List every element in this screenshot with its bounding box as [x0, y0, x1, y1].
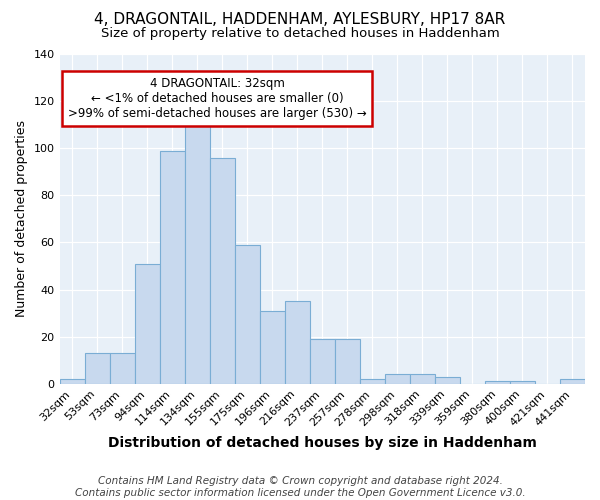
Text: Contains HM Land Registry data © Crown copyright and database right 2024.
Contai: Contains HM Land Registry data © Crown c… [74, 476, 526, 498]
Text: Size of property relative to detached houses in Haddenham: Size of property relative to detached ho… [101, 28, 499, 40]
Text: 4, DRAGONTAIL, HADDENHAM, AYLESBURY, HP17 8AR: 4, DRAGONTAIL, HADDENHAM, AYLESBURY, HP1… [94, 12, 506, 28]
Bar [435, 377, 460, 384]
Bar [110, 353, 134, 384]
Bar [160, 150, 185, 384]
Bar [209, 158, 235, 384]
Bar [485, 382, 510, 384]
Y-axis label: Number of detached properties: Number of detached properties [15, 120, 28, 318]
Bar [235, 245, 260, 384]
Bar [185, 108, 209, 384]
Bar [510, 382, 535, 384]
Bar [385, 374, 410, 384]
Bar [285, 302, 310, 384]
Bar [560, 379, 585, 384]
Bar [360, 379, 385, 384]
Bar [335, 339, 360, 384]
Bar [260, 311, 285, 384]
X-axis label: Distribution of detached houses by size in Haddenham: Distribution of detached houses by size … [108, 436, 537, 450]
Bar [410, 374, 435, 384]
Bar [310, 339, 335, 384]
Bar [134, 264, 160, 384]
Bar [59, 379, 85, 384]
Bar [85, 353, 110, 384]
Text: 4 DRAGONTAIL: 32sqm
← <1% of detached houses are smaller (0)
>99% of semi-detach: 4 DRAGONTAIL: 32sqm ← <1% of detached ho… [68, 77, 367, 120]
